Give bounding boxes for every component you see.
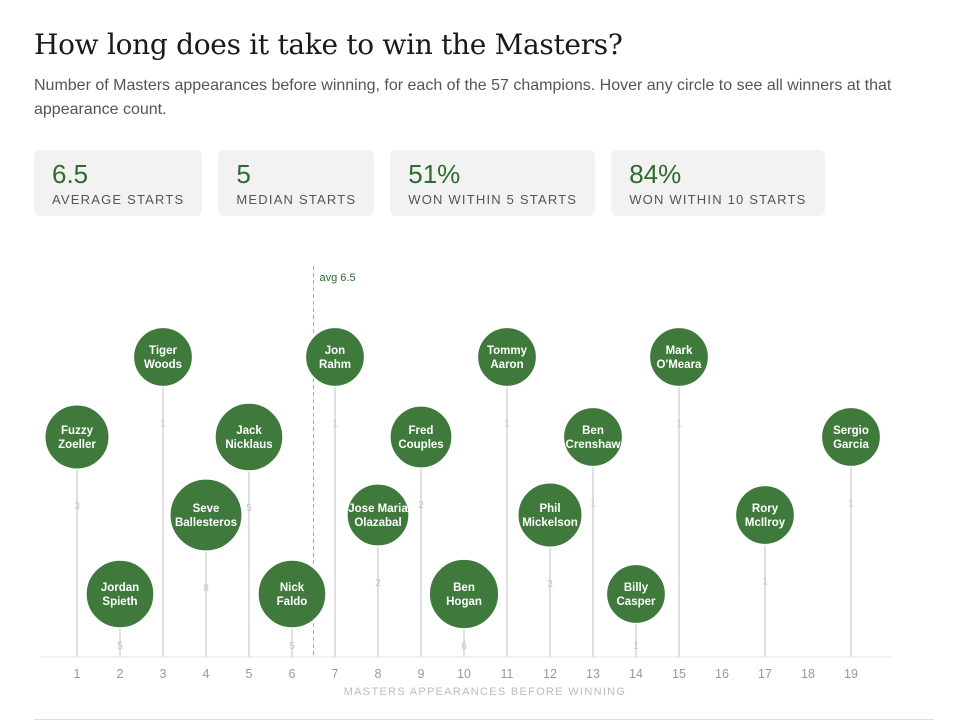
winner-count-label: 1 bbox=[504, 419, 510, 430]
winner-count-label: 1 bbox=[848, 499, 854, 510]
x-axis-title: MASTERS APPEARANCES BEFORE WINNING bbox=[344, 686, 627, 698]
winner-count-label: 1 bbox=[160, 419, 166, 430]
average-label: avg 6.5 bbox=[320, 272, 356, 284]
winner-count-label: 8 bbox=[203, 583, 209, 594]
x-tick-label: 16 bbox=[715, 667, 729, 681]
stat-card-within-10: 84% WON WITHIN 10 STARTS bbox=[611, 150, 825, 216]
winner-name-label: Jon Rahm bbox=[319, 345, 351, 371]
stat-label: WON WITHIN 10 STARTS bbox=[629, 192, 807, 207]
stat-value: 6.5 bbox=[52, 159, 89, 189]
page-subtitle: Number of Masters appearances before win… bbox=[34, 77, 892, 118]
winner-count-label: 1 bbox=[332, 419, 338, 430]
winner-name-label: Mark O'Meara bbox=[657, 345, 703, 371]
stat-value: 84% bbox=[629, 159, 682, 189]
stat-card-average: 6.5 AVERAGE STARTS bbox=[34, 150, 203, 216]
x-tick-label: 4 bbox=[203, 667, 210, 681]
winner-count-label: 2 bbox=[375, 578, 381, 589]
winner-count-label: 1 bbox=[633, 641, 639, 652]
winner-count-label: 3 bbox=[74, 501, 80, 512]
page-title: How long does it take to win the Masters… bbox=[34, 28, 623, 61]
x-tick-label: 17 bbox=[758, 667, 772, 681]
stat-card-median: 5 MEDIAN STARTS bbox=[218, 150, 375, 216]
stat-label: AVERAGE STARTS bbox=[52, 192, 185, 207]
winner-bubble[interactable] bbox=[734, 484, 796, 546]
winner-name-label: Seve Ballesteros bbox=[175, 503, 237, 529]
winner-bubble[interactable] bbox=[169, 478, 243, 552]
x-tick-label: 9 bbox=[418, 667, 425, 681]
x-tick-label: 15 bbox=[672, 667, 686, 681]
stat-value: 51% bbox=[408, 159, 461, 189]
winner-name-label: Tommy Aaron bbox=[487, 345, 528, 371]
winner-bubble[interactable] bbox=[85, 559, 155, 629]
winner-count-label: 3 bbox=[547, 579, 553, 590]
stat-label: WON WITHIN 5 STARTS bbox=[408, 192, 578, 207]
stat-card-within-5: 51% WON WITHIN 5 STARTS bbox=[390, 150, 596, 216]
winner-bubble[interactable] bbox=[820, 406, 882, 468]
winner-count-label: 1 bbox=[762, 577, 768, 588]
winner-name-label: Jack Nicklaus bbox=[225, 425, 272, 451]
winner-bubble[interactable] bbox=[389, 405, 453, 469]
x-tick-label: 3 bbox=[160, 667, 167, 681]
winner-name-label: Sergio Garcia bbox=[833, 425, 869, 451]
winner-name-label: Tiger Woods bbox=[144, 345, 182, 371]
winner-count-label: 5 bbox=[246, 503, 252, 514]
winner-bubble[interactable] bbox=[605, 563, 667, 625]
x-tick-label: 6 bbox=[289, 667, 296, 681]
stat-label: MEDIAN STARTS bbox=[236, 192, 357, 207]
x-tick-label: 11 bbox=[501, 667, 514, 681]
winner-name-label: Rory McIlroy bbox=[745, 503, 786, 529]
x-tick-label: 14 bbox=[629, 667, 643, 681]
winner-bubble[interactable] bbox=[214, 402, 284, 472]
winner-count-label: 1 bbox=[590, 499, 596, 510]
winner-bubble[interactable] bbox=[648, 326, 710, 388]
winner-bubble[interactable] bbox=[428, 558, 500, 630]
winner-count-label: 5 bbox=[289, 641, 295, 652]
stat-cards: 6.5 AVERAGE STARTS 5 MEDIAN STARTS 51% W… bbox=[34, 150, 825, 216]
winner-count-label: 5 bbox=[117, 641, 123, 652]
x-tick-label: 2 bbox=[117, 667, 124, 681]
winner-count-label: 6 bbox=[461, 641, 467, 652]
x-tick-label: 5 bbox=[246, 667, 253, 681]
winner-name-label: Billy Casper bbox=[617, 582, 657, 608]
x-tick-label: 1 bbox=[74, 667, 81, 681]
x-tick-label: 19 bbox=[844, 667, 858, 681]
winner-bubble[interactable] bbox=[346, 483, 410, 547]
winner-name-label: Ben Hogan bbox=[446, 582, 482, 608]
winner-bubble[interactable] bbox=[562, 406, 624, 468]
bottom-divider bbox=[34, 719, 934, 720]
winner-bubble[interactable] bbox=[304, 326, 366, 388]
x-tick-label: 13 bbox=[586, 667, 600, 681]
winner-name-label: Fred Couples bbox=[398, 425, 443, 451]
winner-count-label: 2 bbox=[418, 500, 424, 511]
winner-name-label: Jordan Spieth bbox=[101, 582, 139, 608]
x-tick-label: 12 bbox=[543, 667, 557, 681]
winner-name-label: Fuzzy Zoeller bbox=[58, 425, 96, 451]
winner-name-label: Jose Maria Olazabal bbox=[348, 503, 408, 529]
winner-bubble[interactable] bbox=[132, 326, 194, 388]
x-tick-label: 18 bbox=[801, 667, 815, 681]
x-tick-label: 10 bbox=[457, 667, 471, 681]
winner-name-label: Ben Crenshaw bbox=[566, 425, 621, 451]
winner-bubble[interactable] bbox=[476, 326, 538, 388]
winner-bubble[interactable] bbox=[44, 404, 110, 470]
x-tick-label: 7 bbox=[332, 667, 339, 681]
winner-count-label: 1 bbox=[676, 419, 682, 430]
winner-name-label: Phil Mickelson bbox=[522, 503, 578, 529]
winner-bubble[interactable] bbox=[257, 559, 327, 629]
winner-bubble[interactable] bbox=[517, 482, 583, 548]
x-tick-label: 8 bbox=[375, 667, 382, 681]
winner-name-label: Nick Faldo bbox=[277, 582, 308, 608]
stat-value: 5 bbox=[236, 159, 251, 189]
